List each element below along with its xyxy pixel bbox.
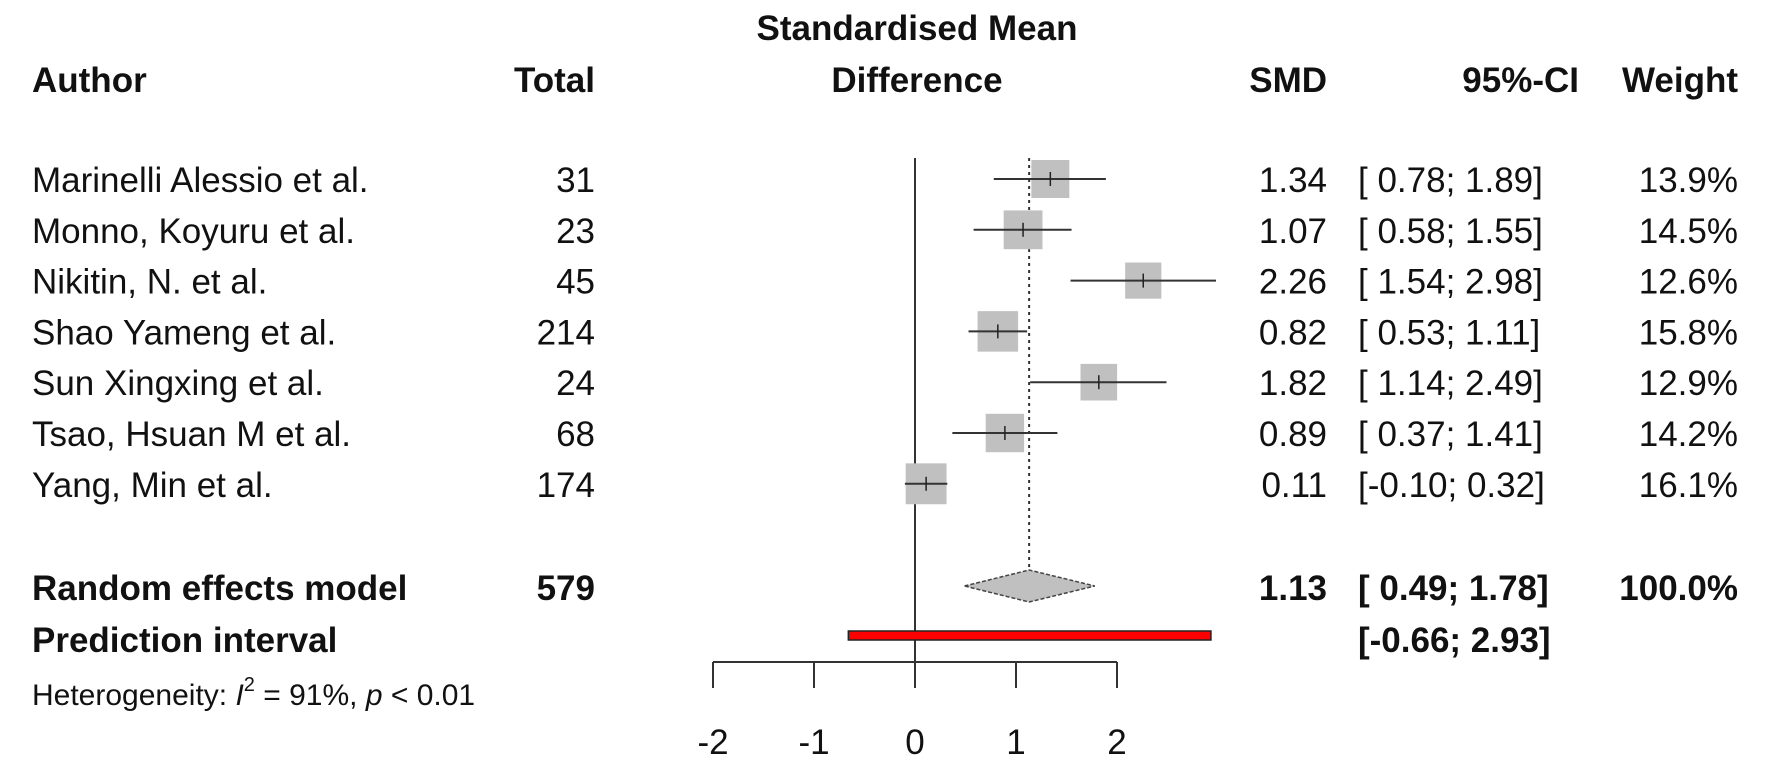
header-plot-line1: Standardised Mean: [757, 9, 1078, 48]
study-ci: [-0.10; 0.32]: [1358, 466, 1545, 505]
study-smd: 1.07: [1259, 212, 1327, 251]
study-smd: 0.89: [1259, 415, 1327, 454]
header-smd: SMD: [1249, 61, 1327, 100]
study-author: Sun Xingxing et al.: [32, 364, 324, 403]
x-axis-tick-label: -2: [697, 723, 728, 762]
header: Author Total Standardised Mean Differenc…: [32, 9, 1738, 100]
study-rows: Marinelli Alessio et al. 31 1.34 [ 0.78; 1.…: [32, 160, 1738, 505]
study-author: Nikitin, N. et al.: [32, 263, 267, 302]
header-ci: 95%-CI: [1462, 61, 1579, 100]
study-author: Marinelli Alessio et al.: [32, 161, 369, 200]
study-total: 45: [556, 263, 595, 302]
study-row: Monno, Koyuru et al. 23 1.07 [ 0.58; 1.55] 1…: [32, 210, 1738, 251]
study-ci: [ 0.53; 1.11]: [1358, 313, 1540, 352]
study-ci: [ 1.54; 2.98]: [1358, 263, 1543, 302]
study-ci: [ 0.37; 1.41]: [1358, 415, 1543, 454]
study-row: Shao Yameng et al. 214 0.82 [ 0.53; 1.11] 15…: [32, 311, 1738, 352]
study-row: Marinelli Alessio et al. 31 1.34 [ 0.78; 1.…: [32, 160, 1738, 200]
study-row: Sun Xingxing et al. 24 1.82 [ 1.14; 2.49] 12…: [32, 363, 1738, 403]
header-plot-line2: Difference: [831, 61, 1002, 100]
header-weight: Weight: [1622, 61, 1738, 100]
study-author: Monno, Koyuru et al.: [32, 212, 355, 251]
study-smd: 1.82: [1259, 364, 1327, 403]
study-weight: 14.2%: [1639, 415, 1738, 454]
x-axis-tick-label: 0: [905, 723, 924, 762]
study-ci: [ 0.58; 1.55]: [1358, 212, 1543, 251]
study-total: 214: [537, 313, 595, 352]
random-effects-label: Random effects model: [32, 569, 407, 608]
x-axis: -2 -1 0 1 2: [697, 661, 1127, 762]
study-smd: 0.82: [1259, 313, 1327, 352]
study-ci: [ 1.14; 2.49]: [1358, 364, 1543, 403]
study-weight: 13.9%: [1639, 161, 1738, 200]
header-total: Total: [514, 61, 595, 100]
study-total: 68: [556, 415, 595, 454]
study-smd: 0.11: [1261, 466, 1327, 505]
study-row: Tsao, Hsuan M et al. 68 0.89 [ 0.37; 1.41] 1…: [32, 413, 1738, 454]
reference-lines: [847, 158, 1212, 662]
random-effects-ci: [ 0.49; 1.78]: [1358, 569, 1549, 608]
header-author: Author: [32, 61, 147, 100]
study-smd: 2.26: [1259, 263, 1327, 302]
study-row: Yang, Min et al. 174 0.11 [-0.10; 0.32] 16.1…: [32, 463, 1738, 505]
random-effects-weight: 100.0%: [1619, 569, 1738, 608]
random-effects-total: 579: [537, 569, 595, 608]
study-total: 174: [537, 466, 595, 505]
study-row: Nikitin, N. et al. 45 2.26 [ 1.54; 2.98] 12.…: [32, 262, 1738, 302]
x-axis-tick-label: 2: [1107, 723, 1126, 762]
random-effects-smd: 1.13: [1259, 569, 1327, 608]
study-total: 24: [556, 364, 595, 403]
study-total: 31: [556, 161, 595, 200]
prediction-interval-ci: [-0.66; 2.93]: [1358, 621, 1551, 660]
study-weight: 14.5%: [1639, 212, 1738, 251]
summary-rows: Random effects model 579 1.13 [ 0.49; 1.…: [32, 569, 1738, 712]
study-author: Shao Yameng et al.: [32, 313, 336, 352]
heterogeneity-text: Heterogeneity: I2 = 91%, p < 0.01: [32, 674, 475, 712]
prediction-interval-bar: [847, 630, 1212, 641]
study-ci: [ 0.78; 1.89]: [1358, 161, 1543, 200]
study-weight: 12.6%: [1639, 263, 1738, 302]
random-effects-diamond: [964, 569, 1095, 603]
study-weight: 16.1%: [1639, 466, 1738, 505]
study-weight: 15.8%: [1639, 313, 1738, 352]
prediction-interval-label: Prediction interval: [32, 621, 337, 660]
study-author: Yang, Min et al.: [32, 466, 273, 505]
study-total: 23: [556, 212, 595, 251]
study-smd: 1.34: [1259, 161, 1327, 200]
x-axis-tick-label: -1: [798, 723, 829, 762]
x-axis-tick-label: 1: [1006, 723, 1025, 762]
study-author: Tsao, Hsuan M et al.: [32, 415, 351, 454]
study-weight: 12.9%: [1639, 364, 1738, 403]
